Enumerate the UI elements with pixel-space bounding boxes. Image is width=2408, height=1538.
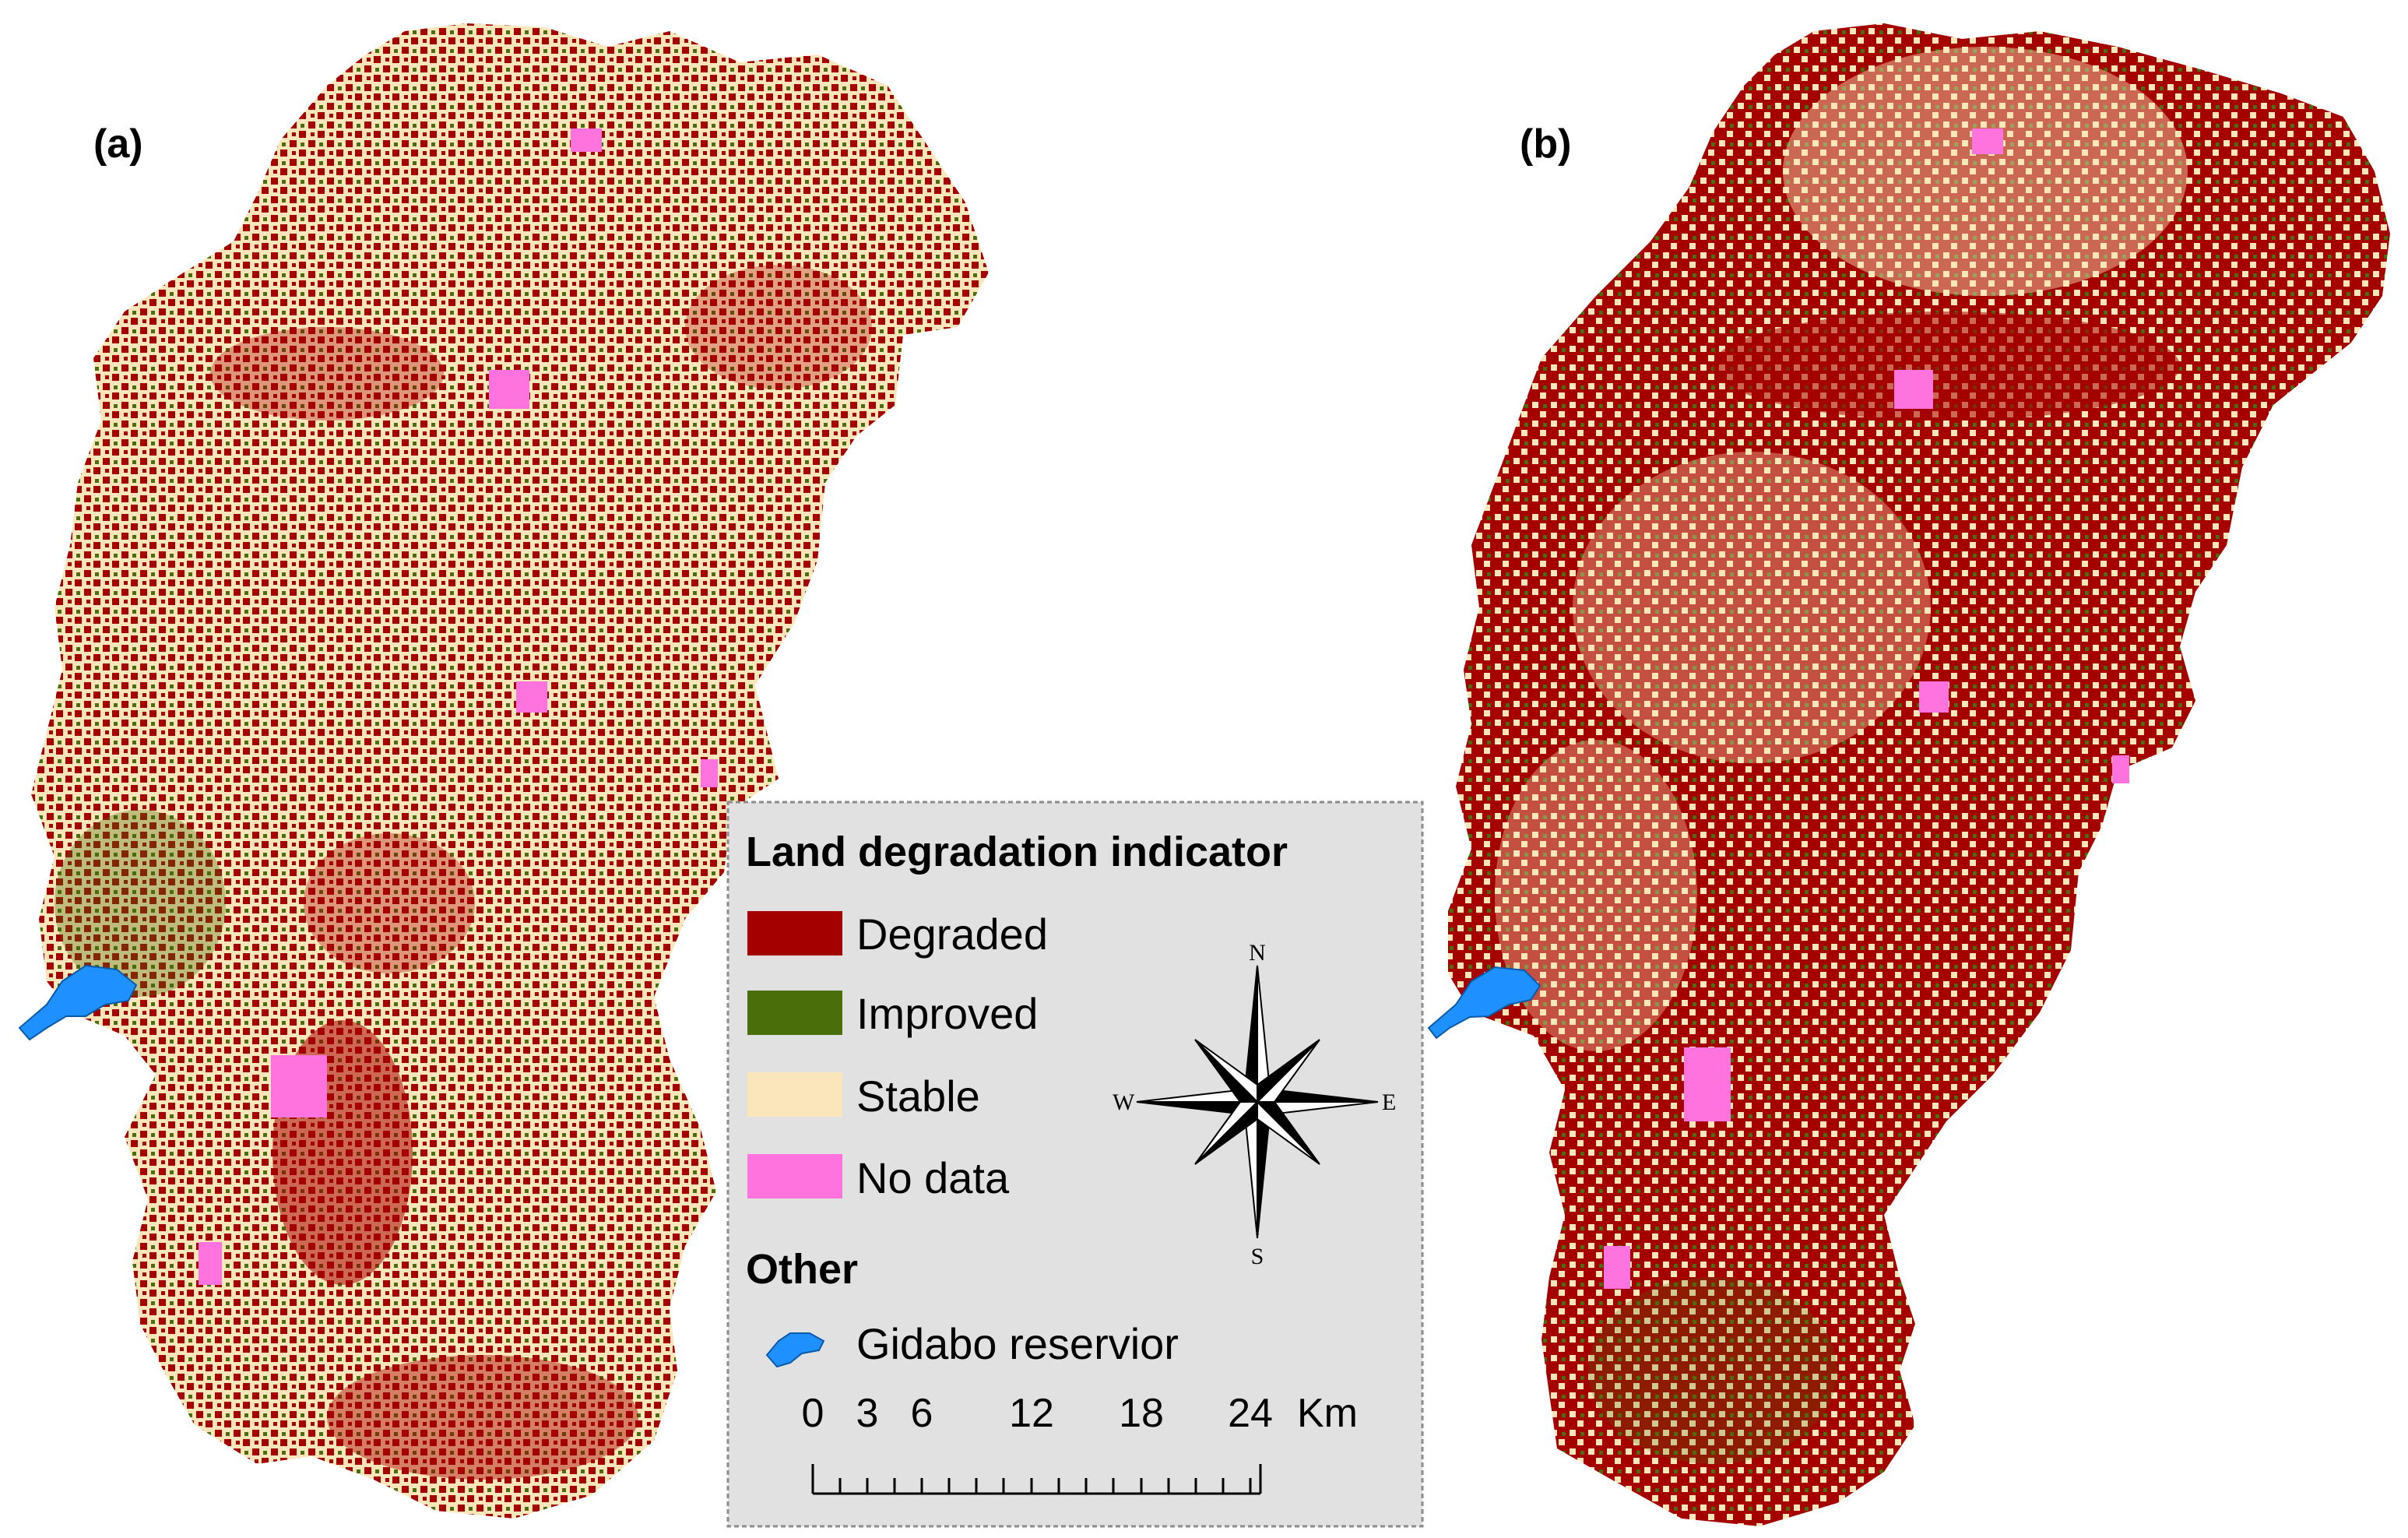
legend-label-no-data: No data <box>856 1153 1010 1202</box>
legend-title: Land degradation indicator <box>746 829 1288 875</box>
north-arrow-icon: N S E W <box>1113 940 1396 1269</box>
legend-box <box>726 801 1424 1528</box>
legend-swatch-degraded <box>747 911 842 956</box>
legend-label-degraded: Degraded <box>856 910 1048 959</box>
scale-tick-18: 18 <box>1119 1391 1164 1436</box>
legend-swatch-improved <box>747 991 842 1035</box>
legend-swatch-no-data <box>747 1154 842 1198</box>
no-data-patches-b <box>1604 128 2129 1289</box>
panel-label-a: (a) <box>93 121 143 167</box>
scale-bar-line <box>811 1464 1262 1495</box>
compass-w: W <box>1113 1089 1135 1115</box>
legend-label-improved: Improved <box>856 989 1038 1038</box>
panel-label-b: (b) <box>1520 121 1571 167</box>
compass-s: S <box>1251 1244 1264 1269</box>
legend-label-reservoir: Gidabo reservior <box>856 1319 1179 1368</box>
legend: Land degradation indicator Degraded Impr… <box>726 801 1424 1528</box>
map-panel-b: (b) <box>1427 23 2390 1526</box>
no-data-patches-a <box>199 128 718 1285</box>
scale-bar: 0 3 6 12 18 24 Km <box>802 1391 1358 1495</box>
scale-unit: Km <box>1297 1391 1358 1436</box>
scale-tick-6: 6 <box>911 1391 933 1436</box>
scale-tick-3: 3 <box>856 1391 879 1436</box>
compass-e: E <box>1382 1089 1396 1115</box>
scale-tick-24: 24 <box>1228 1391 1273 1436</box>
gidabo-reservoir-a <box>18 964 138 1041</box>
scale-tick-12: 12 <box>1009 1391 1054 1436</box>
legend-other-title: Other <box>746 1246 858 1293</box>
legend-swatch-stable <box>747 1072 842 1117</box>
scale-tick-0: 0 <box>802 1391 824 1436</box>
legend-label-stable: Stable <box>856 1072 980 1121</box>
legend-reservoir-icon <box>765 1332 825 1368</box>
compass-n: N <box>1249 940 1266 966</box>
gidabo-reservoir-b <box>1427 966 1541 1040</box>
